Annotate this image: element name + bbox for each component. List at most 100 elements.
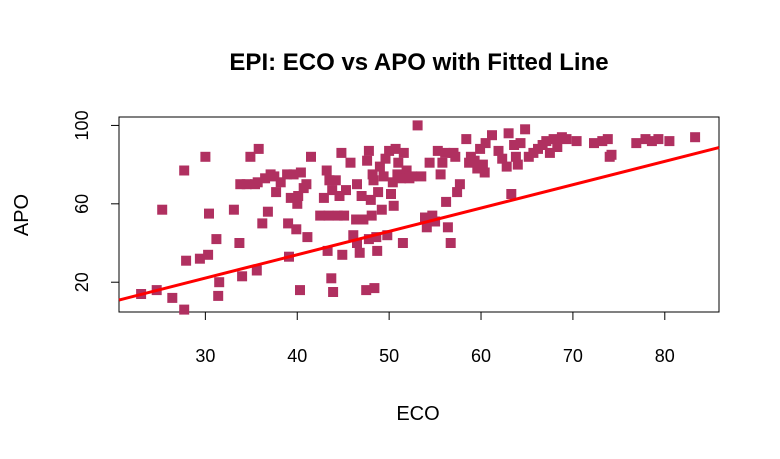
data-point [503, 128, 514, 139]
data-point [253, 143, 264, 154]
data-point [282, 169, 293, 180]
data-point [251, 265, 262, 276]
data-point [430, 216, 441, 227]
data-point [257, 218, 268, 229]
data-point [302, 232, 313, 243]
data-point [384, 145, 395, 156]
data-point [288, 169, 299, 180]
data-point [214, 277, 225, 288]
data-point [228, 204, 239, 215]
data-point [378, 171, 389, 182]
data-point [450, 151, 461, 162]
y-tick-label: 100 [72, 110, 92, 140]
data-point [398, 147, 409, 158]
data-point [351, 214, 362, 225]
data-point [262, 206, 273, 217]
data-point [358, 214, 369, 225]
data-point [420, 212, 430, 223]
data-point [181, 255, 192, 266]
data-point [368, 175, 379, 186]
data-point [432, 145, 443, 156]
data-point [397, 238, 408, 248]
data-point [315, 210, 326, 221]
data-point [435, 169, 446, 180]
data-point [369, 283, 380, 294]
data-point [548, 134, 559, 145]
data-point [506, 189, 517, 199]
data-point [356, 191, 367, 201]
data-point [271, 187, 282, 198]
data-point [321, 165, 332, 176]
data-point [374, 161, 385, 172]
data-point [157, 204, 168, 215]
data-point [293, 191, 304, 201]
data-point [541, 136, 552, 147]
data-point [295, 167, 306, 178]
data-point [339, 210, 350, 221]
x-tick-label: 50 [379, 346, 399, 366]
data-point [252, 177, 263, 188]
data-point [211, 234, 222, 245]
data-point [337, 249, 348, 260]
data-point [510, 151, 521, 162]
data-point [283, 218, 294, 229]
data-point [690, 132, 701, 143]
data-point [472, 163, 483, 174]
data-point [336, 147, 347, 158]
data-point [295, 285, 305, 296]
data-point [348, 230, 359, 241]
x-axis: 30 40 50 60 70 80 [195, 311, 675, 366]
data-point [327, 185, 338, 196]
y-tick-label: 60 [72, 194, 92, 214]
data-point [380, 153, 391, 164]
data-point [480, 138, 491, 149]
chart-title: EPI: ECO vs APO with Fitted Line [229, 49, 608, 76]
data-point [487, 130, 497, 141]
data-point [412, 120, 423, 131]
data-point [179, 165, 190, 176]
data-point [561, 134, 572, 145]
data-point [237, 271, 248, 282]
data-point [631, 138, 642, 149]
y-axis: 20 60 100 [72, 110, 120, 292]
data-point [475, 143, 486, 154]
x-tick-label: 30 [195, 346, 215, 366]
data-point [401, 165, 412, 176]
x-tick-label: 40 [287, 346, 307, 366]
data-point [330, 175, 341, 186]
data-point [365, 194, 376, 205]
data-point [324, 175, 335, 186]
data-point [371, 232, 382, 243]
data-point [602, 134, 613, 145]
data-point [292, 198, 303, 209]
data-point [452, 187, 463, 198]
data-point [363, 234, 374, 245]
x-tick-label: 70 [563, 346, 583, 366]
data-point [245, 151, 256, 162]
data-point [396, 173, 407, 184]
data-point [464, 157, 475, 168]
data-point [328, 287, 339, 297]
data-point [332, 210, 343, 221]
data-point [646, 136, 657, 147]
data-point [301, 179, 312, 190]
data-point [421, 222, 432, 233]
data-point [493, 145, 504, 156]
data-point [407, 171, 418, 182]
data-point [234, 238, 245, 248]
data-point [203, 249, 214, 260]
data-point [352, 238, 362, 248]
data-point [363, 145, 374, 156]
data-point [235, 179, 246, 190]
data-point [501, 161, 512, 172]
y-tick-label: 20 [72, 272, 92, 292]
data-point [382, 230, 393, 241]
data-point [552, 142, 563, 152]
data-point [306, 151, 316, 162]
data-point [427, 210, 438, 221]
data-point [461, 134, 472, 145]
data-point [477, 159, 488, 170]
data-point [509, 140, 520, 150]
data-point [334, 191, 345, 201]
data-point [386, 189, 396, 199]
